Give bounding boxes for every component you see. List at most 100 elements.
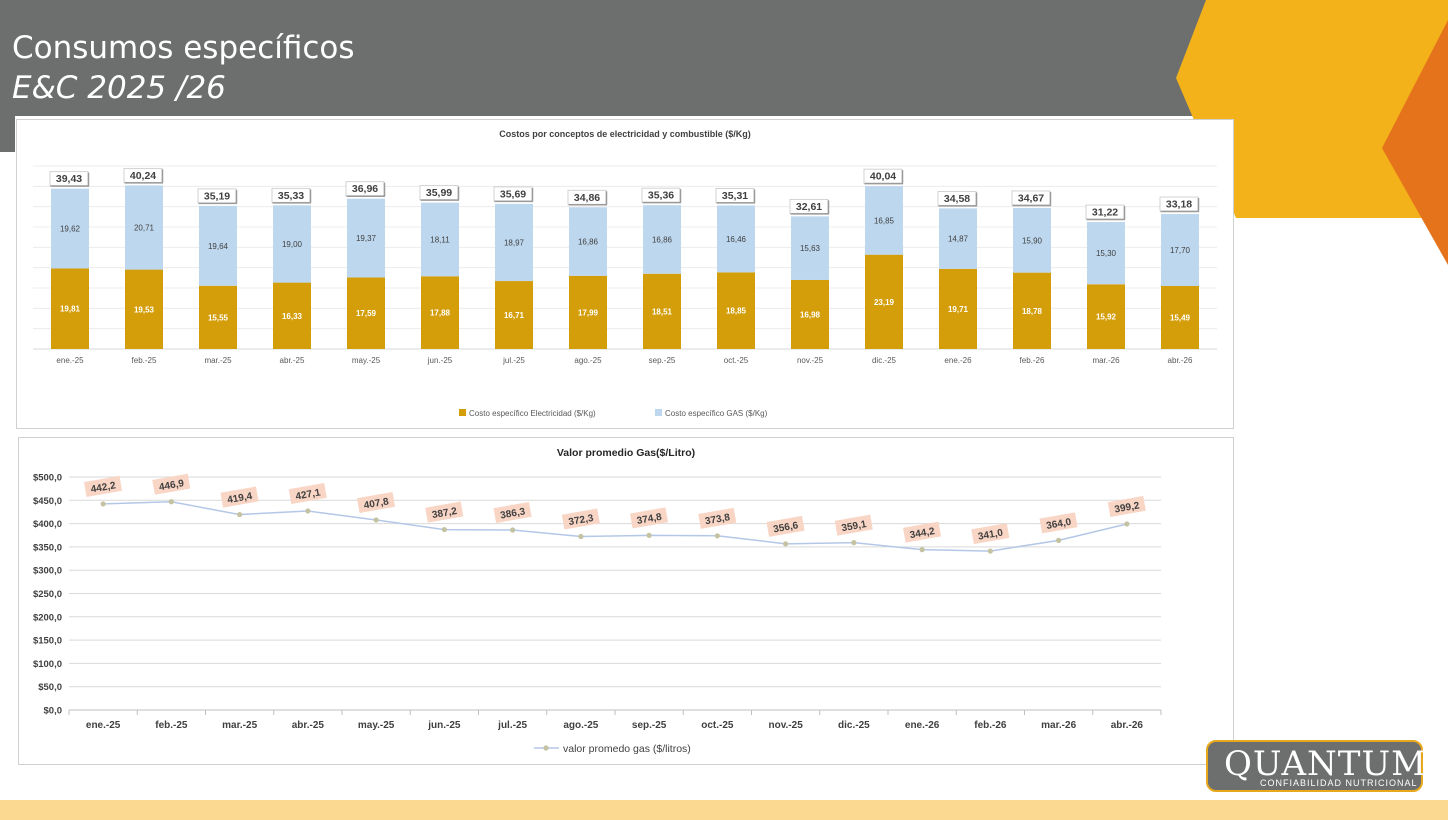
gas-value-label: 15,63 [800,244,821,253]
y-tick-label: $500,0 [33,473,62,484]
bar-electricity [791,279,829,349]
legend-label-gas: Costo específico GAS ($/Kg) [665,409,768,418]
quantum-logo: QUANTUM CONFIABILIDAD NUTRICIONAL [1206,740,1426,792]
x-tick-label: ago.-25 [563,720,598,731]
data-label-group: 387,2 [425,501,464,523]
y-tick-label: $50,0 [38,682,62,693]
data-label-group: 427,1 [288,482,327,504]
data-point [783,541,789,547]
total-value-label: 35,36 [648,190,674,202]
x-tick-label: ene.-25 [86,720,121,731]
data-label-bg [561,508,600,530]
data-value-label: 387,2 [431,506,458,521]
total-value-label: 34,86 [574,192,600,204]
chart2-title: Valor promedio Gas($/Litro) [557,447,695,459]
gas-value-label: 18,97 [504,238,525,247]
electricity-value-label: 16,71 [504,311,525,320]
bar-gas [1087,222,1125,285]
data-point [987,548,993,554]
x-tick-label: oct.-25 [724,356,749,365]
data-point [1056,537,1062,543]
data-value-label: 419,4 [227,491,254,506]
data-point [578,533,584,540]
bar-gas [199,205,237,286]
x-tick-label: abr.-26 [1111,720,1144,731]
logo-wordmark: QUANTUM [1224,744,1427,784]
data-value-label: 407,8 [363,496,390,511]
electricity-value-label: 17,99 [578,308,599,317]
x-tick-label: jul.-25 [497,720,527,731]
legend-swatch-electricity [459,409,466,416]
data-label-group: 364,0 [1039,512,1078,534]
x-tick-label: jun.-25 [427,356,453,365]
bar-gas [717,205,755,273]
stacked-bar-chart: Costos por conceptos de electricidad y c… [33,129,1217,418]
legend-marker [543,745,549,751]
x-tick-label: abr.-25 [292,720,325,731]
data-label-group: 442,2 [84,475,123,497]
data-point [851,540,857,546]
bottom-band [0,800,1448,820]
data-label-group: 386,3 [493,501,532,524]
total-value-label: 35,99 [426,187,452,199]
bar-gas [421,202,459,277]
bar-electricity [125,269,163,349]
data-label-bg [834,514,873,536]
data-point [510,527,516,533]
data-label-bg [357,491,396,513]
gas-value-label: 17,70 [1170,246,1191,255]
bar-electricity [1161,286,1199,349]
data-value-label: 386,3 [500,506,527,521]
electricity-value-label: 18,85 [726,307,747,316]
gas-value-label: 16,85 [874,216,895,225]
total-value-label: 34,67 [1018,192,1044,204]
data-label-group: 374,8 [630,507,669,529]
bar-gas [495,203,533,282]
bar-gas [791,216,829,280]
data-point [373,517,379,523]
data-point [1124,521,1130,527]
line-chart: Valor promedio Gas($/Litro) $0,0 $50,0 $100… [33,447,1162,755]
total-value-label: 36,96 [352,183,378,195]
bar-gas [1161,214,1199,287]
x-tick-label: ago.-25 [574,356,602,365]
data-label-group: 356,6 [766,515,805,537]
bar-electricity [421,276,459,349]
data-point [714,533,720,539]
gas-value-label: 19,62 [60,225,81,234]
x-tick-label: mar.-26 [1092,356,1120,365]
gas-value-label: 19,64 [208,242,229,251]
gas-value-label: 16,86 [578,238,599,247]
bar-gas [865,186,903,255]
electricity-value-label: 16,33 [282,312,303,321]
bar-electricity [569,275,607,349]
bar-gas [347,198,385,278]
data-label-bg [493,501,532,524]
data-label-group: 399,2 [1107,495,1146,517]
bar-electricity [51,268,89,349]
data-value-label: 442,2 [90,480,117,495]
y-tick-label: $250,0 [33,589,62,600]
data-label-bg [288,482,327,504]
data-point [237,511,243,518]
electricity-value-label: 15,49 [1170,314,1191,323]
bar-electricity [865,254,903,349]
decorative-hexagons [1176,0,1448,265]
data-value-label: 344,2 [909,526,936,541]
data-point [305,508,311,514]
electricity-value-label: 17,88 [430,309,451,318]
y-tick-label: $300,0 [33,566,62,577]
data-label-bg [630,507,669,529]
x-tick-label: nov.-25 [768,720,803,731]
x-tick-label: mar.-25 [204,356,232,365]
bar-gas [569,207,607,276]
data-value-label: 359,1 [841,519,868,534]
line-chart-card: Valor promedio Gas($/Litro) $0,0 $50,0 $100… [18,437,1234,765]
data-label-group: 373,8 [698,507,737,529]
legend-swatch-gas [655,409,662,416]
total-value-label: 40,04 [870,171,896,183]
data-label-group: 344,2 [903,521,942,543]
y-tick-label: $450,0 [33,496,62,507]
logo-tagline: CONFIABILIDAD NUTRICIONAL [1260,778,1418,788]
yellow-hexagon [1176,0,1448,218]
